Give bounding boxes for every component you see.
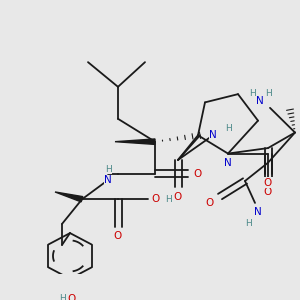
Text: N: N xyxy=(104,175,112,185)
Text: N: N xyxy=(256,95,264,106)
Text: O: O xyxy=(193,169,201,179)
Text: O: O xyxy=(174,191,182,202)
Polygon shape xyxy=(55,192,83,202)
Text: N: N xyxy=(254,207,262,217)
Text: H: H xyxy=(165,195,171,204)
Text: O: O xyxy=(114,231,122,241)
Text: O: O xyxy=(264,178,272,188)
Text: O: O xyxy=(264,187,272,197)
Text: O: O xyxy=(151,194,159,204)
Text: H: H xyxy=(225,124,231,134)
Polygon shape xyxy=(115,139,155,144)
Text: O: O xyxy=(68,294,76,300)
Text: H: H xyxy=(249,89,255,98)
Text: H: H xyxy=(105,165,111,174)
Text: O: O xyxy=(206,198,214,208)
Text: N: N xyxy=(209,130,217,140)
Text: H: H xyxy=(265,89,272,98)
Text: H: H xyxy=(58,294,65,300)
Text: N: N xyxy=(224,158,232,168)
Text: H: H xyxy=(244,218,251,227)
